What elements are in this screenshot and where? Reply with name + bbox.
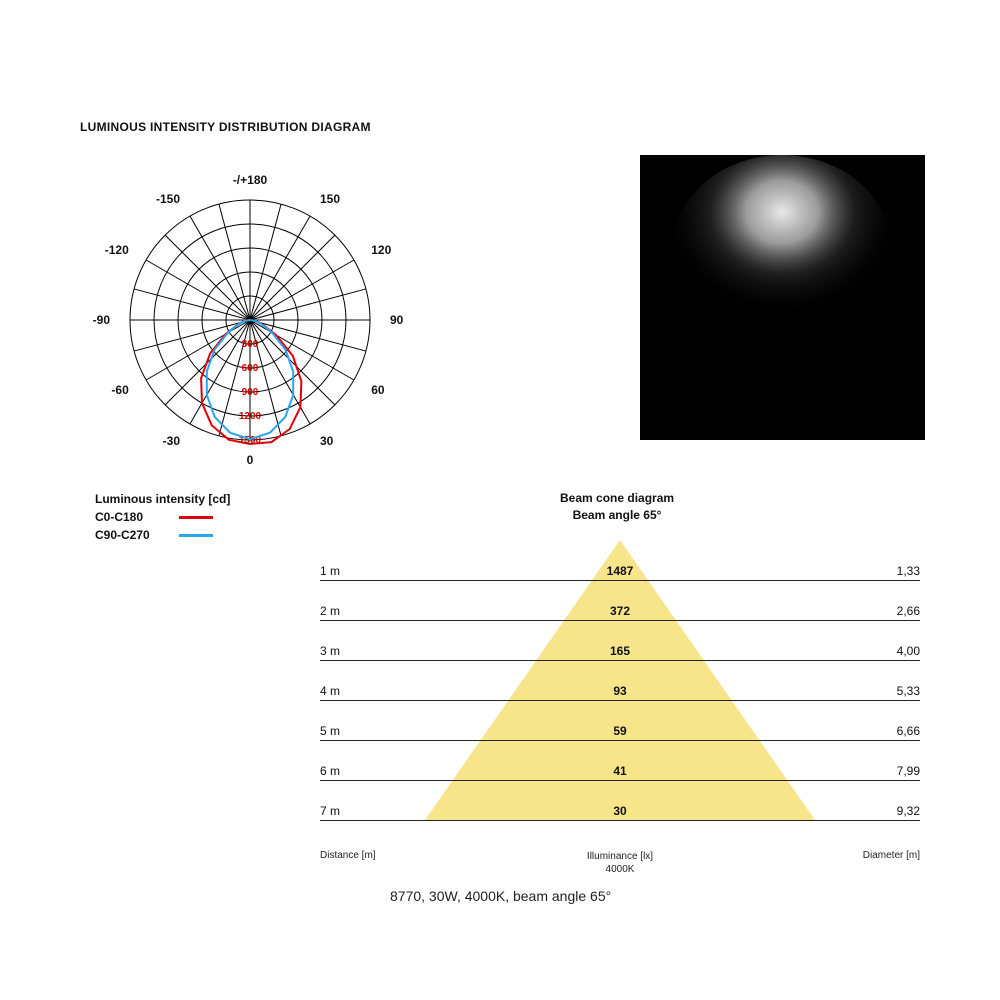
polar-diagram: -/+1801501209060300-30-60-90-120-1503006… xyxy=(70,150,430,490)
cone-row: 1 m 1487 1,33 xyxy=(320,540,920,581)
svg-text:600: 600 xyxy=(242,363,259,374)
svg-text:-/+180: -/+180 xyxy=(233,173,268,187)
beam-photo xyxy=(640,155,925,440)
cone-illuminance: 30 xyxy=(613,804,626,818)
cone-distance: 3 m xyxy=(320,644,340,658)
axis-label-diameter: Diameter [m] xyxy=(863,850,920,861)
svg-text:1200: 1200 xyxy=(239,411,262,422)
cone-row: 6 m 41 7,99 xyxy=(320,740,920,781)
cone-title-line1: Beam cone diagram xyxy=(560,490,674,507)
cone-distance: 6 m xyxy=(320,764,340,778)
legend-label: C90-C270 xyxy=(95,526,165,544)
legend-item: C90-C270 xyxy=(95,526,230,544)
main-title: LUMINOUS INTENSITY DISTRIBUTION DIAGRAM xyxy=(80,120,371,134)
beam-photo-svg xyxy=(640,155,925,440)
legend-label: C0-C180 xyxy=(95,508,165,526)
specs-caption: 8770, 30W, 4000K, beam angle 65° xyxy=(390,888,611,904)
cone-row: 2 m 372 2,66 xyxy=(320,580,920,621)
svg-text:-90: -90 xyxy=(93,313,111,327)
cone-distance: 5 m xyxy=(320,724,340,738)
svg-text:-30: -30 xyxy=(163,434,181,448)
cone-title-line2: Beam angle 65° xyxy=(560,507,674,524)
axis-label-illuminance: Illuminance [lx] 4000K xyxy=(587,850,653,876)
cone-title: Beam cone diagram Beam angle 65° xyxy=(560,490,674,524)
cone-illuminance: 59 xyxy=(613,724,626,738)
cone-distance: 7 m xyxy=(320,804,340,818)
cone-distance: 4 m xyxy=(320,684,340,698)
legend-swatch xyxy=(179,534,213,537)
cone-illuminance: 93 xyxy=(613,684,626,698)
cone-row: 4 m 93 5,33 xyxy=(320,660,920,701)
cone-rows: 1 m 1487 1,33 2 m 372 2,66 3 m 165 4,00 4 m 93 5,33… xyxy=(320,540,920,820)
svg-text:-150: -150 xyxy=(156,192,180,206)
cone-diameter: 5,33 xyxy=(897,684,920,698)
cone-diameter: 9,32 xyxy=(897,804,920,818)
svg-text:900: 900 xyxy=(242,387,259,398)
svg-text:-120: -120 xyxy=(105,243,129,257)
cone-diameter: 1,33 xyxy=(897,564,920,578)
legend-title: Luminous intensity [cd] xyxy=(95,490,230,508)
beam-glow xyxy=(672,155,892,345)
cone-diameter: 4,00 xyxy=(897,644,920,658)
cone-distance: 2 m xyxy=(320,604,340,618)
cone-diameter: 7,99 xyxy=(897,764,920,778)
svg-text:60: 60 xyxy=(371,383,385,397)
svg-text:300: 300 xyxy=(242,339,259,350)
cone-illuminance: 372 xyxy=(610,604,630,618)
polar-svg: -/+1801501209060300-30-60-90-120-1503006… xyxy=(70,150,430,490)
cone-illuminance: 41 xyxy=(613,764,626,778)
svg-text:120: 120 xyxy=(371,243,391,257)
cone-diameter: 6,66 xyxy=(897,724,920,738)
legend-item: C0-C180 xyxy=(95,508,230,526)
cone-row: 5 m 59 6,66 xyxy=(320,700,920,741)
cone-diameter: 2,66 xyxy=(897,604,920,618)
svg-text:0: 0 xyxy=(247,453,254,467)
legend-swatch xyxy=(179,516,213,519)
cone-row: 7 m 30 9,32 xyxy=(320,780,920,821)
cone-row: 3 m 165 4,00 xyxy=(320,620,920,661)
cone-illuminance: 1487 xyxy=(607,564,634,578)
axis-label-distance: Distance [m] xyxy=(320,850,376,861)
cone-illuminance: 165 xyxy=(610,644,630,658)
beam-cone-diagram: 1 m 1487 1,33 2 m 372 2,66 3 m 165 4,00 4 m 93 5,33… xyxy=(320,540,920,820)
svg-text:30: 30 xyxy=(320,434,334,448)
legend: Luminous intensity [cd] C0-C180C90-C270 xyxy=(95,490,230,544)
cone-distance: 1 m xyxy=(320,564,340,578)
page: LUMINOUS INTENSITY DISTRIBUTION DIAGRAM … xyxy=(0,0,1000,1000)
svg-text:150: 150 xyxy=(320,192,340,206)
svg-text:90: 90 xyxy=(390,313,404,327)
svg-text:-60: -60 xyxy=(111,383,129,397)
